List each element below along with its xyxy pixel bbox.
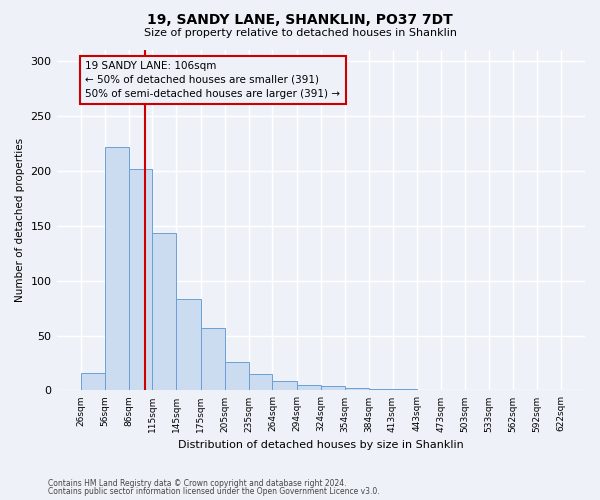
Bar (152, 234, 176, 390)
Bar (272, 380, 296, 390)
Bar (296, 385, 321, 390)
Text: Contains public sector information licensed under the Open Government Licence v3: Contains public sector information licen… (48, 487, 380, 496)
Y-axis label: Number of detached properties: Number of detached properties (15, 138, 25, 302)
Text: 19 SANDY LANE: 106sqm
← 50% of detached houses are smaller (391)
50% of semi-det: 19 SANDY LANE: 106sqm ← 50% of detached … (85, 61, 340, 99)
X-axis label: Distribution of detached houses by size in Shanklin: Distribution of detached houses by size … (178, 440, 464, 450)
Bar (105, 146, 129, 390)
Bar (129, 168, 152, 390)
Text: 19, SANDY LANE, SHANKLIN, PO37 7DT: 19, SANDY LANE, SHANKLIN, PO37 7DT (147, 12, 453, 26)
Text: Contains HM Land Registry data © Crown copyright and database right 2024.: Contains HM Land Registry data © Crown c… (48, 478, 347, 488)
Bar (200, 328, 225, 390)
Text: Size of property relative to detached houses in Shanklin: Size of property relative to detached ho… (143, 28, 457, 38)
Bar (249, 374, 272, 390)
Bar (225, 362, 249, 390)
Bar (176, 300, 200, 390)
Bar (321, 386, 345, 390)
Bar (80, 373, 105, 390)
Bar (345, 388, 369, 390)
